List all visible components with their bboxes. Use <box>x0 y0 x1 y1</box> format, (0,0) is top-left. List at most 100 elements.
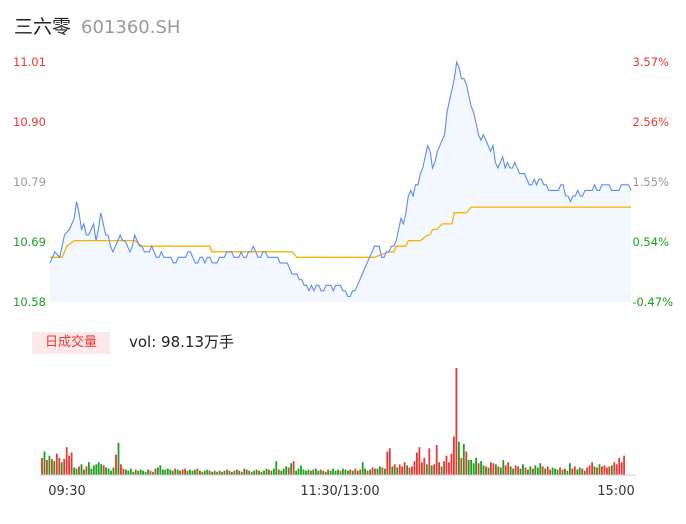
volume-bar <box>171 470 174 475</box>
volume-bar <box>285 466 288 475</box>
volume-bar <box>162 469 164 475</box>
volume-bar <box>606 467 608 475</box>
volume-bar <box>179 470 181 475</box>
volume-bar <box>68 455 70 475</box>
volume-bar <box>507 462 510 475</box>
daily-volume-tab[interactable]: 日成交量 <box>32 332 110 354</box>
stock-name: 三六零 <box>14 16 72 38</box>
volume-bar <box>73 467 75 475</box>
volume-bar <box>122 468 125 475</box>
volume-bar <box>359 469 362 475</box>
volume-bar <box>208 470 211 475</box>
volume-bar <box>90 468 93 475</box>
volume-bar <box>310 470 312 475</box>
volume-bar <box>546 466 549 475</box>
volume-bar <box>231 471 233 475</box>
volume-bar <box>583 470 586 475</box>
volume-bar <box>152 471 154 475</box>
volume-bar <box>408 467 411 475</box>
volume-bar <box>297 468 300 475</box>
volume-bar <box>322 470 325 475</box>
volume-bar <box>277 469 280 475</box>
volume-bar <box>401 466 403 475</box>
volume-bar <box>43 451 46 475</box>
volume-bar <box>393 464 396 475</box>
volume-bar <box>465 451 468 475</box>
volume-bar <box>51 458 53 475</box>
volume-bar <box>137 470 140 475</box>
volume-bar <box>324 471 327 475</box>
volume-bar <box>147 469 149 475</box>
volume-bar <box>213 470 216 475</box>
volume-bar <box>240 471 243 475</box>
volume-bar <box>70 452 73 475</box>
volume-bar <box>435 445 438 475</box>
volume-readout: vol: 98.13万手 <box>129 333 234 351</box>
volume-bar <box>287 467 290 475</box>
price-area-fill <box>50 62 631 302</box>
volume-bar <box>85 466 88 475</box>
volume-bar <box>418 447 421 475</box>
volume-bar <box>307 469 310 475</box>
volume-bar <box>55 453 58 475</box>
volume-bar <box>453 436 455 475</box>
volume-bar <box>458 441 460 475</box>
volume-bar <box>398 464 401 475</box>
volume-bar <box>60 462 63 475</box>
pct-tick-label: 1.55% <box>632 175 669 189</box>
volume-bar <box>216 471 218 475</box>
volume-bar <box>490 462 492 475</box>
volume-bar <box>554 468 556 475</box>
volume-bar <box>581 468 584 475</box>
volume-bar <box>487 467 490 475</box>
volume-bar <box>596 467 598 475</box>
volume-bar <box>445 455 448 475</box>
time-tick-label: 15:00 <box>597 484 634 499</box>
volume-bar <box>142 470 144 475</box>
volume-bar <box>519 468 522 475</box>
volume-bar <box>314 468 317 475</box>
volume-bars <box>41 368 625 476</box>
volume-bar <box>425 464 428 475</box>
volume-bar <box>75 468 78 475</box>
volume-bar <box>120 464 122 475</box>
volume-bar <box>268 469 270 475</box>
volume-bar <box>495 464 497 475</box>
volume-bar <box>571 468 574 475</box>
volume-bar <box>423 457 426 475</box>
volume-bar <box>421 462 423 475</box>
volume-bar <box>166 468 169 475</box>
price-tick-label: 11.01 <box>13 55 46 69</box>
volume-bar <box>406 465 408 475</box>
volume-bar <box>497 466 500 475</box>
volume-bar <box>92 465 95 475</box>
volume-bar <box>53 461 56 475</box>
time-tick-label: 11:30/13:00 <box>300 484 379 499</box>
volume-bar <box>189 469 191 475</box>
volume-bar <box>238 470 241 475</box>
volume-bar <box>438 462 440 475</box>
volume-bar <box>95 464 98 475</box>
volume-bar <box>305 470 307 475</box>
volume-bar <box>332 468 334 475</box>
volume-bar <box>351 470 354 475</box>
volume-bar <box>342 468 344 475</box>
volume-bar <box>218 470 221 475</box>
volume-bar <box>184 468 186 475</box>
volume-bar <box>273 468 275 475</box>
volume-bar <box>374 468 376 475</box>
volume-bar <box>504 465 507 475</box>
volume-bar <box>260 471 263 475</box>
volume-bar <box>499 467 502 475</box>
volume-bar <box>539 463 542 475</box>
volume-bar <box>601 466 603 475</box>
volume-bar <box>369 469 371 475</box>
volume-bar <box>243 468 246 475</box>
volume-bar <box>443 461 445 475</box>
volume-bar <box>502 460 505 475</box>
volume-bar <box>472 463 475 475</box>
volume-bar <box>199 470 201 475</box>
price-tick-label: 10.90 <box>13 115 46 129</box>
volume-bar <box>593 466 596 475</box>
volume-bar <box>329 470 332 475</box>
